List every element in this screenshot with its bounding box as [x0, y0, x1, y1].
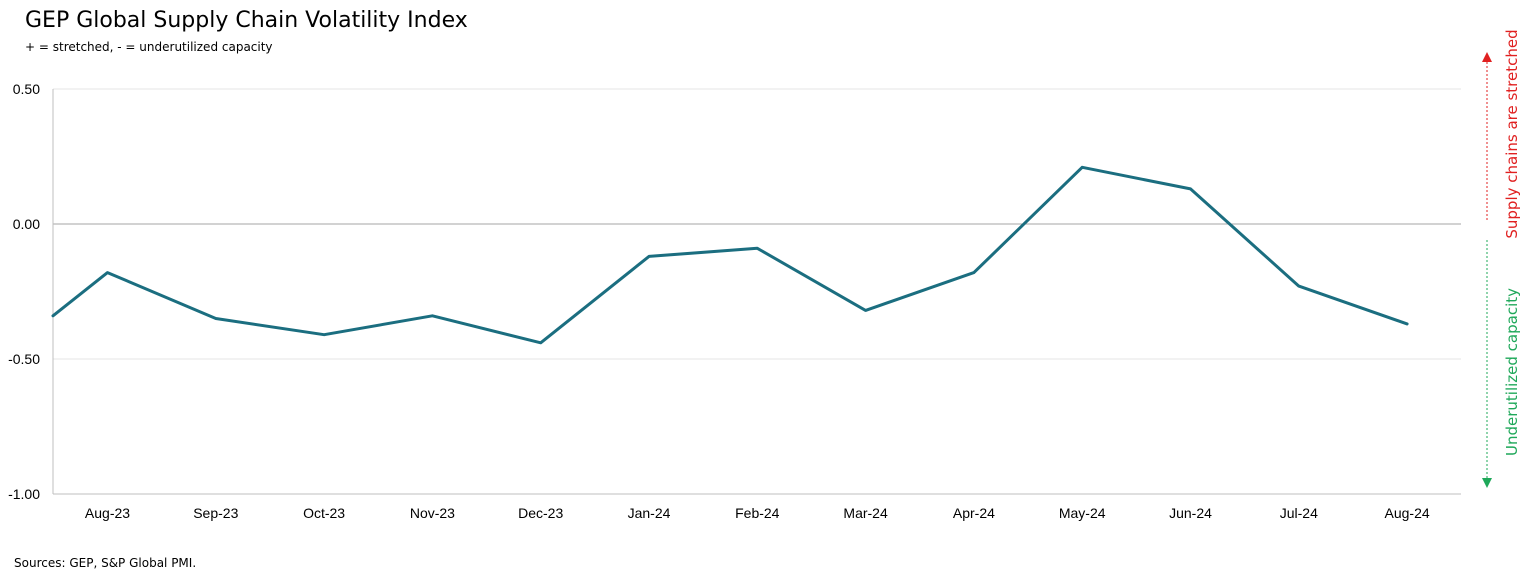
- stretched-annotation: Supply chains are stretched: [1503, 29, 1521, 238]
- series-line: [51, 165, 1409, 345]
- data-point: [1405, 322, 1409, 326]
- data-point: [214, 317, 217, 320]
- y-tick-label: 0.00: [13, 216, 40, 232]
- x-tick-label: Oct-23: [303, 505, 345, 521]
- gridlines: [53, 88, 1461, 495]
- x-tick-label: Jan-24: [628, 505, 671, 521]
- x-tick-label: Feb-24: [735, 505, 780, 521]
- data-point: [322, 333, 326, 336]
- y-tick-label: -1.00: [8, 486, 40, 502]
- x-tick-label: Mar-24: [843, 505, 888, 521]
- x-tick-label: Jun-24: [1169, 505, 1212, 521]
- data-point: [1189, 187, 1192, 191]
- series-group: [51, 165, 1409, 345]
- x-tick-label: Apr-24: [953, 505, 995, 521]
- chart-subtitle: + = stretched, - = underutilized capacit…: [25, 40, 273, 54]
- data-point: [1297, 284, 1301, 288]
- down-arrow-icon: [1482, 478, 1492, 488]
- y-axis-tick-labels: 0.50 0.00 -0.50 -1.00: [8, 81, 40, 502]
- y-tick-label: -0.50: [8, 351, 40, 367]
- y-tick-label: 0.50: [13, 81, 40, 97]
- x-tick-label: Sep-23: [193, 505, 238, 521]
- x-tick-label: May-24: [1059, 505, 1106, 521]
- x-tick-label: Jul-24: [1280, 505, 1318, 521]
- side-annotations: Supply chains are stretched Underutilized…: [1482, 29, 1521, 488]
- x-tick-label: Dec-23: [518, 505, 563, 521]
- data-point: [972, 271, 976, 274]
- x-axis-tick-labels: Aug-23 Sep-23 Oct-23 Nov-23 Dec-23 Jan-24 Feb-…: [85, 505, 1430, 521]
- data-point: [864, 309, 867, 312]
- up-arrow-icon: [1482, 52, 1492, 62]
- data-point: [756, 247, 759, 250]
- source-note: Sources: GEP, S&P Global PMI.: [14, 556, 197, 570]
- x-tick-label: Nov-23: [410, 505, 455, 521]
- data-point: [1081, 166, 1084, 169]
- data-point: [431, 314, 434, 317]
- data-point: [106, 271, 109, 274]
- chart-title: GEP Global Supply Chain Volatility Index: [25, 8, 468, 33]
- underutilized-annotation: Underutilized capacity: [1503, 288, 1521, 456]
- data-point: [647, 255, 651, 258]
- data-point: [539, 341, 542, 344]
- x-tick-label: Aug-23: [85, 505, 130, 521]
- x-tick-label: Aug-24: [1385, 505, 1430, 521]
